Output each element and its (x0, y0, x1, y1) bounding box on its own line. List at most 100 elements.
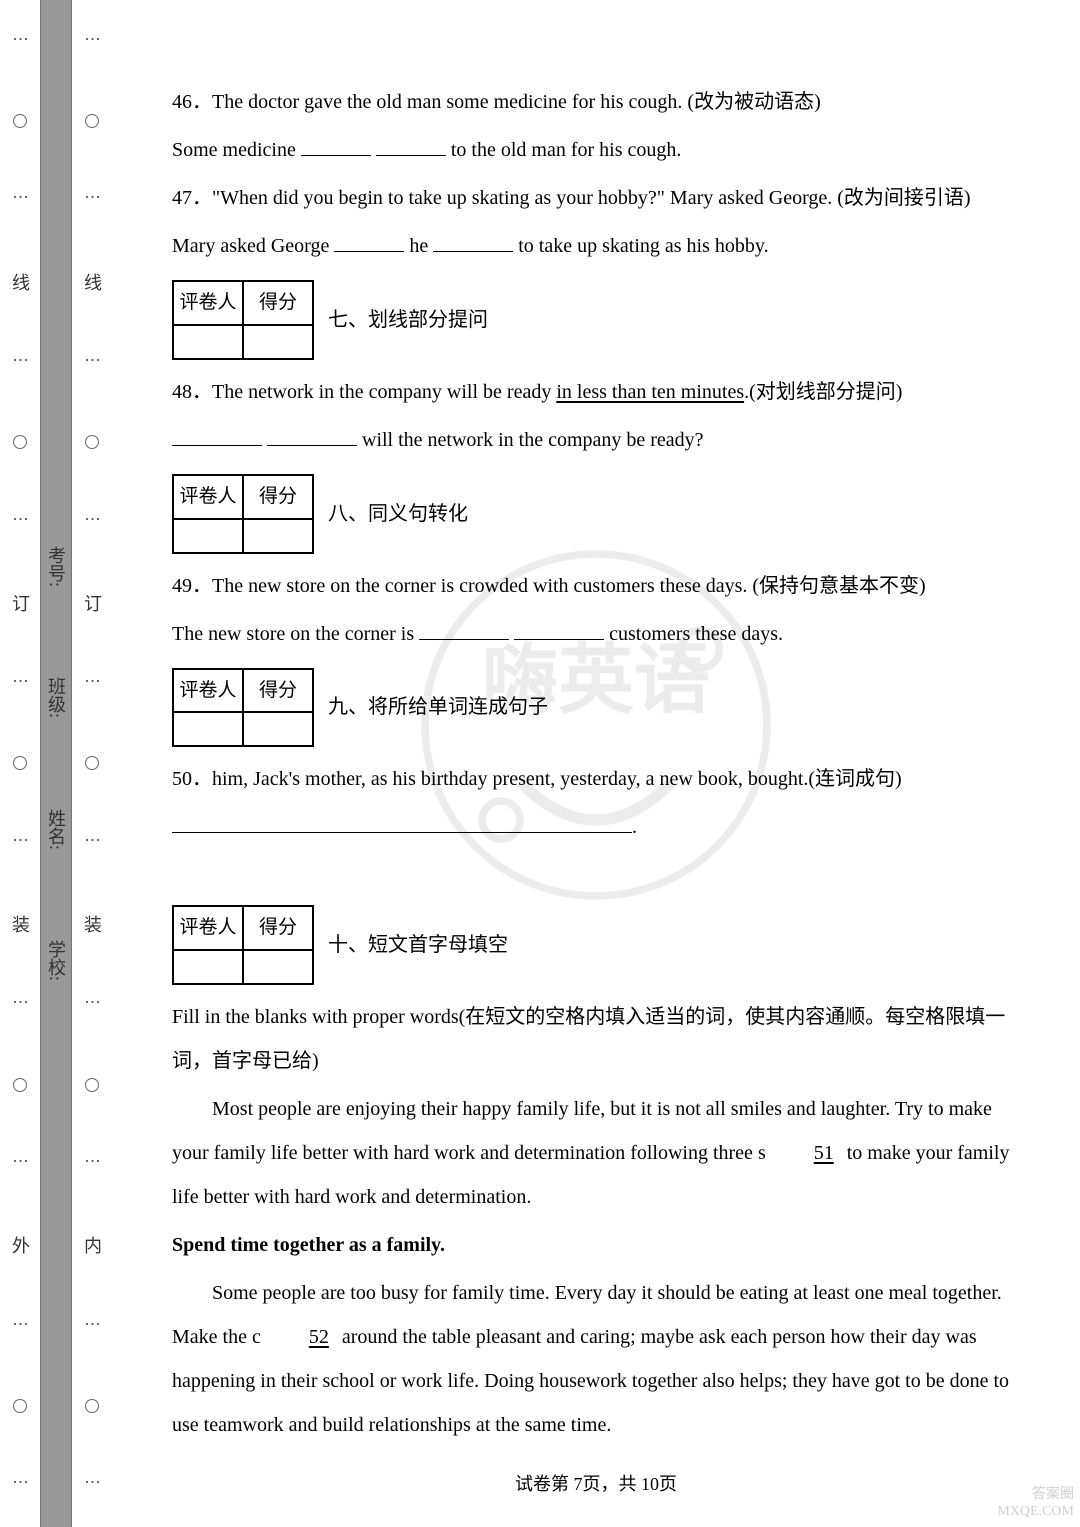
question-49: 49．The new store on the corner is crowde… (172, 564, 1020, 608)
question-text: 47．"When did you begin to take up skatin… (172, 187, 971, 209)
text: to take up skating as his hobby. (513, 235, 768, 257)
section-title: 七、划线部分提问 (328, 298, 488, 342)
blank-numbered-51[interactable]: 51 (766, 1131, 842, 1175)
wm-line: 答案圈 (997, 1487, 1074, 1504)
text: Fill in the blanks with proper words(在短文… (172, 1006, 1005, 1072)
passage-subtitle: Spend time together as a family. (172, 1223, 1020, 1267)
question-text: 49．The new store on the corner is crowde… (172, 575, 926, 597)
dots: ⋮ (83, 1153, 102, 1175)
question-48: 48．The network in the company will be re… (172, 370, 1020, 414)
exam-page: ⋮ ⋮ 线 ⋮ ⋮ 订 ⋮ ⋮ 装 ⋮ ⋮ 外 ⋮ ⋮ 考号: 班级: 姓名: (0, 0, 1080, 1527)
blank-input[interactable] (301, 136, 371, 156)
info-field: 班级: (43, 677, 69, 718)
score-cell[interactable] (173, 712, 243, 746)
punch-circle (13, 435, 27, 449)
info-field: 姓名: (43, 809, 69, 850)
score-cell[interactable] (173, 325, 243, 359)
dots: ⋮ (11, 189, 30, 211)
score-header: 评卷人 (173, 906, 243, 950)
score-header: 得分 (243, 669, 313, 713)
question-text: 46．The doctor gave the old man some medi… (172, 91, 821, 113)
question-47-answer: Mary asked George he to take up skating … (172, 224, 1020, 268)
dots: ⋮ (83, 832, 102, 854)
info-field: 学校: (43, 940, 69, 981)
punch-circle (13, 114, 27, 128)
blank-input[interactable] (172, 813, 632, 833)
dots: ⋮ (11, 673, 30, 695)
section-title: 十、短文首字母填空 (328, 923, 508, 967)
text: .(对划线部分提问) (744, 381, 902, 403)
section-header-7: 评卷人得分 七、划线部分提问 (172, 280, 1020, 360)
binding-char: 线 (7, 273, 33, 291)
score-cell[interactable] (243, 519, 313, 553)
punch-circle (85, 1399, 99, 1413)
section-title: 八、同义句转化 (328, 492, 468, 536)
dots: ⋮ (11, 352, 30, 374)
score-table: 评卷人得分 (172, 668, 314, 748)
section-header-8: 评卷人得分 八、同义句转化 (172, 474, 1020, 554)
corner-watermark: 答案圈 MXQE.COM (997, 1487, 1074, 1521)
blank-input[interactable] (514, 620, 604, 640)
dots: ⋮ (11, 511, 30, 533)
page-footer: 试卷第 7页，共 10页 (112, 1465, 1080, 1505)
passage-paragraph-2: Some people are too busy for family time… (172, 1271, 1020, 1447)
binding-char: 装 (79, 915, 105, 933)
question-50-answer: . (172, 805, 1020, 849)
punch-circle (13, 756, 27, 770)
text: Some medicine (172, 139, 301, 161)
text: 48．The network in the company will be re… (172, 381, 556, 403)
score-cell[interactable] (243, 325, 313, 359)
score-header: 评卷人 (173, 475, 243, 519)
binding-char: 外 (7, 1236, 33, 1254)
binding-char: 线 (79, 273, 105, 291)
score-cell[interactable] (243, 712, 313, 746)
score-header: 得分 (243, 475, 313, 519)
dots: ⋮ (83, 994, 102, 1016)
score-table: 评卷人得分 (172, 905, 314, 985)
question-46-answer: Some medicine to the old man for his cou… (172, 128, 1020, 172)
student-info-column: 考号: 班级: 姓名: 学校: (44, 0, 68, 1527)
dots: ⋮ (83, 352, 102, 374)
text: Mary asked George (172, 235, 334, 257)
dots: ⋮ (11, 832, 30, 854)
blank-input[interactable] (376, 136, 446, 156)
punch-circle (85, 114, 99, 128)
dots: ⋮ (11, 1316, 30, 1338)
score-table: 评卷人得分 (172, 280, 314, 360)
text: will the network in the company be ready… (357, 429, 704, 451)
punch-circle (13, 1399, 27, 1413)
blank-numbered-52[interactable]: 52 (261, 1315, 337, 1359)
wm-line: MXQE.COM (997, 1504, 1074, 1521)
question-46: 46．The doctor gave the old man some medi… (172, 80, 1020, 124)
score-cell[interactable] (173, 519, 243, 553)
score-cell[interactable] (173, 950, 243, 984)
text: he (404, 235, 433, 257)
blank-input[interactable] (172, 426, 262, 446)
dots: ⋮ (83, 189, 102, 211)
blank-input[interactable] (334, 232, 404, 252)
blank-input[interactable] (433, 232, 513, 252)
passage-paragraph-1: Most people are enjoying their happy fam… (172, 1087, 1020, 1219)
dots: ⋮ (83, 31, 102, 53)
text: Spend time together as a family. (172, 1234, 445, 1256)
section-header-10: 评卷人得分 十、短文首字母填空 (172, 905, 1020, 985)
score-header: 得分 (243, 281, 313, 325)
info-field: 考号: (43, 546, 69, 587)
question-text: 50．him, Jack's mother, as his birthday p… (172, 768, 902, 790)
score-cell[interactable] (243, 950, 313, 984)
punch-circle (85, 1078, 99, 1092)
punch-circle (85, 756, 99, 770)
score-header: 评卷人 (173, 281, 243, 325)
dots: ⋮ (83, 511, 102, 533)
score-table: 评卷人得分 (172, 474, 314, 554)
section-header-9: 评卷人得分 九、将所给单词连成句子 (172, 668, 1020, 748)
blank-input[interactable] (267, 426, 357, 446)
blank-input[interactable] (419, 620, 509, 640)
question-47: 47．"When did you begin to take up skatin… (172, 176, 1020, 220)
question-49-answer: The new store on the corner is customers… (172, 612, 1020, 656)
binding-strip-inner: ⋮ ⋮ 线 ⋮ ⋮ 订 ⋮ ⋮ 装 ⋮ ⋮ 内 ⋮ ⋮ (72, 0, 112, 1527)
passage-intro: Fill in the blanks with proper words(在短文… (172, 995, 1020, 1083)
underlined-text: in less than ten minutes (556, 381, 744, 403)
text: to the old man for his cough. (446, 139, 682, 161)
binding-char: 内 (79, 1236, 105, 1254)
